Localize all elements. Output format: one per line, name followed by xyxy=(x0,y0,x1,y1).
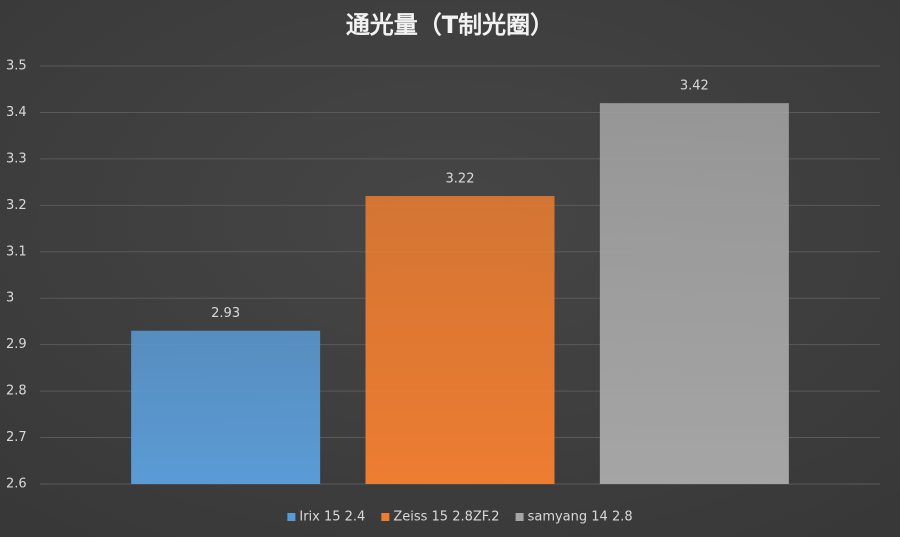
data-label: 3.22 xyxy=(446,172,475,187)
legend: Irix 15 2.4 Zeiss 15 2.8ZF.2 samyang 14 2.… xyxy=(287,510,633,525)
y-tick-label: 2.9 xyxy=(6,337,27,352)
y-tick-label: 3 xyxy=(6,291,14,306)
bar xyxy=(365,196,555,485)
y-tick-label: 2.8 xyxy=(6,384,27,399)
bar xyxy=(599,103,789,485)
y-tick-label: 3.1 xyxy=(6,244,27,259)
y-tick-label: 2.6 xyxy=(6,477,27,492)
y-tick-label: 3.4 xyxy=(6,105,27,120)
y-tick-label: 3.5 xyxy=(6,59,27,74)
bar xyxy=(131,330,321,484)
legend-label: samyang 14 2.8 xyxy=(528,510,633,525)
legend-swatch xyxy=(515,513,524,521)
legend-swatch xyxy=(287,513,296,521)
y-tick-label: 3.2 xyxy=(6,198,27,213)
legend-label: Irix 15 2.4 xyxy=(299,510,365,525)
y-tick-label: 2.7 xyxy=(6,430,27,445)
legend-label: Zeiss 15 2.8ZF.2 xyxy=(393,510,499,525)
chart-title: 通光量（T制光圈） xyxy=(346,11,554,39)
data-label: 2.93 xyxy=(211,306,240,321)
y-tick-label: 3.3 xyxy=(6,151,27,166)
legend-swatch xyxy=(381,513,390,521)
data-label: 3.42 xyxy=(680,79,709,94)
